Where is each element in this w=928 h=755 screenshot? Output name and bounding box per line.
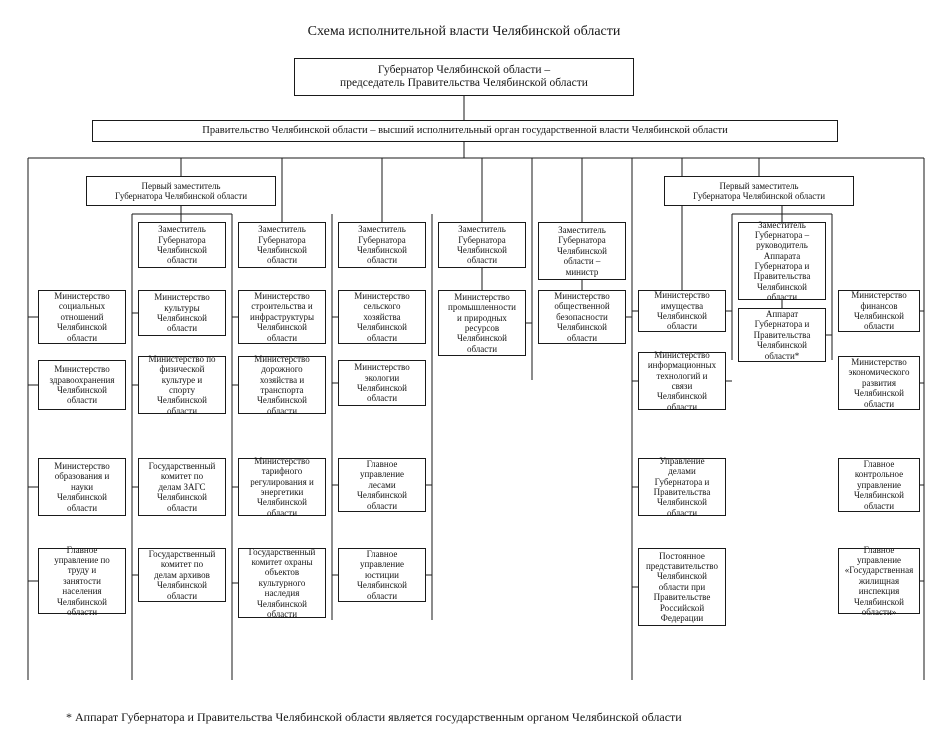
- node-c4_dep: ЗаместительГубернатораЧелябинскойобласти: [338, 222, 426, 268]
- node-c7_b: Министерствоинформационныхтехнологий исв…: [638, 352, 726, 410]
- node-c8_a: АппаратГубернатора иПравительстваЧелябин…: [738, 308, 826, 362]
- page-title: Схема исполнительной власти Челябинской …: [0, 24, 928, 40]
- node-c5_a: Министерствопромышленностии природныхрес…: [438, 290, 526, 356]
- node-c3_dep: ЗаместительГубернатораЧелябинскойобласти: [238, 222, 326, 268]
- node-c2_dep: ЗаместительГубернатораЧелябинскойобласти: [138, 222, 226, 268]
- node-c4_b: МинистерствоэкологииЧелябинскойобласти: [338, 360, 426, 406]
- node-c7_a: МинистерствоимуществаЧелябинскойобласти: [638, 290, 726, 332]
- node-dep_left: Первый заместительГубернатора Челябинско…: [86, 176, 276, 206]
- node-governor: Губернатор Челябинской области –председа…: [294, 58, 634, 96]
- node-c4_d: ГлавноеуправлениеюстицииЧелябинскойоблас…: [338, 548, 426, 602]
- node-c9_a: МинистерствофинансовЧелябинскойобласти: [838, 290, 920, 332]
- node-c2_d: Государственныйкомитет поделам архивовЧе…: [138, 548, 226, 602]
- node-c2_a: МинистерствокультурыЧелябинскойобласти: [138, 290, 226, 336]
- node-government: Правительство Челябинской области – высш…: [92, 120, 838, 142]
- node-c6_dep: ЗаместительГубернатораЧелябинскойобласти…: [538, 222, 626, 280]
- node-c6_a: МинистерствообщественнойбезопасностиЧеля…: [538, 290, 626, 344]
- node-c5_dep: ЗаместительГубернатораЧелябинскойобласти: [438, 222, 526, 268]
- node-c3_a: Министерствостроительства иинфраструктур…: [238, 290, 326, 344]
- node-c8_dep: ЗаместительГубернатора –руководительАппа…: [738, 222, 826, 300]
- node-c3_c: Министерствотарифногорегулирования иэнер…: [238, 458, 326, 516]
- node-c2_c: Государственныйкомитет поделам ЗАГСЧеляб…: [138, 458, 226, 516]
- node-c9_b: МинистерствоэкономическогоразвитияЧеляби…: [838, 356, 920, 410]
- org-chart-page: Схема исполнительной власти Челябинской …: [0, 0, 928, 755]
- footnote: * Аппарат Губернатора и Правительства Че…: [66, 710, 682, 725]
- node-c3_d: Государственныйкомитет охраныобъектовкул…: [238, 548, 326, 618]
- node-c7_d: ПостоянноепредставительствоЧелябинскойоб…: [638, 548, 726, 626]
- node-c9_c: ГлавноеконтрольноеуправлениеЧелябинскойо…: [838, 458, 920, 512]
- node-c1_d: Главноеуправление потруду изанятостинасе…: [38, 548, 126, 614]
- node-c1_c: Министерствообразования инаукиЧелябинско…: [38, 458, 126, 516]
- node-c4_c: ГлавноеуправлениелесамиЧелябинскойобласт…: [338, 458, 426, 512]
- node-c3_b: Министерстводорожногохозяйства итранспор…: [238, 356, 326, 414]
- node-c7_c: УправлениеделамиГубернатора иПравительст…: [638, 458, 726, 516]
- node-dep_right: Первый заместительГубернатора Челябинско…: [664, 176, 854, 206]
- node-c1_a: МинистерствосоциальныхотношенийЧелябинск…: [38, 290, 126, 344]
- node-c2_b: Министерство пофизическойкультуре испорт…: [138, 356, 226, 414]
- node-c4_a: МинистерствосельскогохозяйстваЧелябинско…: [338, 290, 426, 344]
- node-c9_d: Главноеуправление«Государственнаяжилищна…: [838, 548, 920, 614]
- node-c1_b: МинистерствоздравоохраненияЧелябинскойоб…: [38, 360, 126, 410]
